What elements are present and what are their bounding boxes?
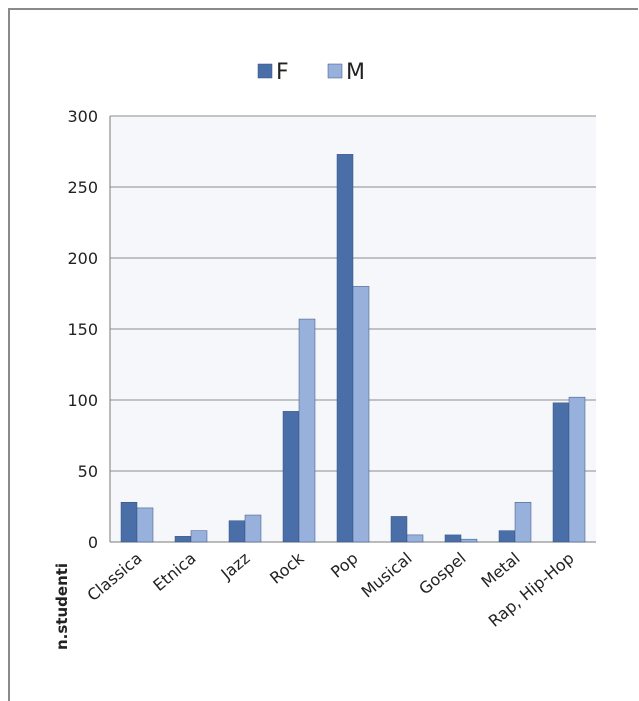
bar-f: [336, 154, 354, 543]
category-label: Classica: [83, 549, 145, 605]
bar-m: [406, 534, 424, 543]
bar-f: [390, 516, 408, 543]
category-label: Jazz: [217, 549, 254, 584]
y-tick-label: 200: [67, 249, 98, 268]
category-label: Gospel: [415, 549, 469, 599]
bar-m: [568, 396, 586, 543]
y-axis-label: n.studenti: [53, 563, 71, 650]
bar-f: [282, 411, 300, 543]
legend-label-m: M: [346, 60, 365, 85]
y-tick-label: 0: [88, 533, 98, 552]
bar-m: [514, 501, 532, 543]
bar-f: [444, 534, 462, 543]
bar-m: [298, 318, 316, 543]
legend-swatch-m: [327, 63, 343, 79]
category-label: Musical: [358, 549, 416, 602]
bar-f: [228, 520, 246, 543]
category-label: Etnica: [149, 549, 199, 595]
bar-m: [460, 538, 478, 543]
y-tick-label: 50: [78, 462, 98, 481]
y-tick-labels: 0 50 100 150 200 250 300: [67, 107, 98, 552]
bar-f: [498, 530, 516, 543]
y-tick-label: 250: [67, 178, 98, 197]
y-tick-label: 100: [67, 391, 98, 410]
bar-f: [552, 402, 570, 543]
bar-f: [174, 536, 192, 543]
y-tick-label: 150: [67, 320, 98, 339]
legend-label-f: F: [276, 60, 289, 85]
bar-f: [120, 501, 138, 543]
category-label: Pop: [327, 549, 361, 582]
bars: [120, 154, 586, 543]
bar-m: [244, 514, 262, 543]
y-tick-label: 300: [67, 107, 98, 126]
category-label: Rock: [266, 548, 308, 588]
category-label: Metal: [478, 549, 524, 592]
bar-m: [190, 530, 208, 543]
bar-m: [136, 507, 154, 543]
bar-m: [352, 286, 370, 543]
legend-swatch-f: [257, 63, 273, 79]
